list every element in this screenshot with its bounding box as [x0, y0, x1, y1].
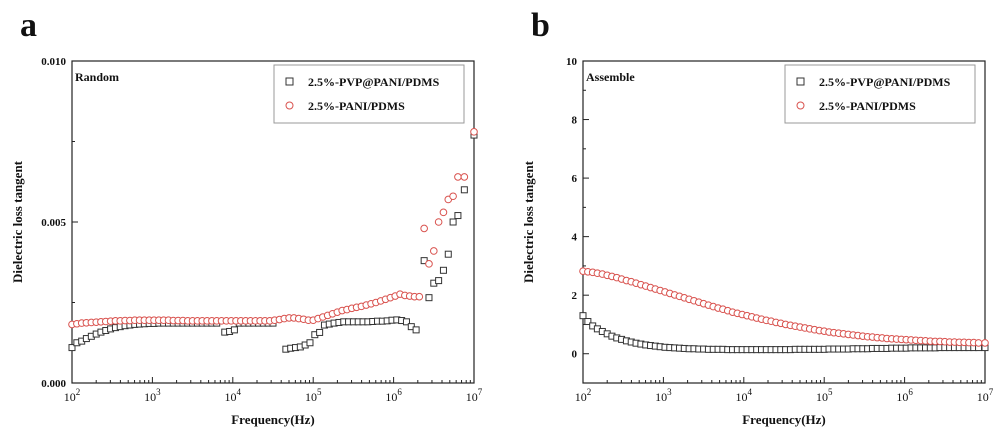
x-tick-label-exponent: 6	[397, 387, 402, 397]
x-tick-label-exponent: 2	[587, 387, 592, 397]
x-tick-label-base: 10	[736, 390, 748, 404]
x-tick-label: 102	[575, 387, 592, 404]
y-tick-label: 0	[572, 349, 578, 361]
series-0	[579, 312, 989, 354]
x-tick-label-exponent: 5	[317, 387, 322, 397]
x-tick-label: 107	[977, 387, 994, 404]
data-point-circle	[454, 173, 462, 181]
legend-label: 2.5%-PANI/PDMS	[819, 99, 916, 113]
data-point-square	[230, 326, 238, 334]
y-tick-label: 0.010	[41, 56, 66, 68]
y-axis-label: Dielectric loss tangent	[10, 160, 25, 283]
data-point-square	[306, 339, 314, 347]
legend-marker-square	[796, 77, 805, 86]
data-point-square	[435, 277, 443, 285]
y-tick-label: 2	[572, 290, 578, 302]
x-tick-label-base: 10	[655, 390, 667, 404]
x-tick-label: 105	[816, 387, 833, 404]
data-point-circle	[439, 208, 448, 217]
data-point-square	[316, 328, 324, 336]
x-tick-label: 105	[305, 387, 322, 404]
x-tick-label-base: 10	[385, 390, 397, 404]
data-point-circle	[470, 128, 478, 136]
legend-label: 2.5%-PVP@PANI/PDMS	[308, 75, 440, 89]
panel-letter: b	[531, 7, 550, 44]
data-point-square	[444, 250, 452, 258]
panel-letter: a	[20, 7, 37, 44]
x-tick-label-exponent: 4	[748, 387, 753, 397]
x-tick-label-exponent: 2	[76, 387, 81, 397]
x-tick-label-base: 10	[896, 390, 908, 404]
y-tick-label: 0.000	[41, 378, 66, 390]
x-tick-label: 106	[896, 387, 913, 404]
x-tick-label-exponent: 4	[237, 387, 242, 397]
y-tick-label: 6	[572, 173, 578, 185]
data-point-square	[439, 266, 447, 274]
data-point-circle	[415, 292, 424, 301]
x-tick-label: 106	[385, 387, 402, 404]
y-tick-label: 4	[572, 232, 578, 244]
x-tick-label-exponent: 3	[156, 387, 161, 397]
x-tick-label-exponent: 7	[478, 387, 483, 397]
x-tick-label-base: 10	[225, 390, 237, 404]
legend-label: 2.5%-PVP@PANI/PDMS	[819, 75, 951, 89]
x-tick-label-base: 10	[144, 390, 156, 404]
legend-marker-square	[285, 77, 294, 86]
y-tick-label: 8	[572, 115, 578, 127]
legend-marker-circle	[796, 101, 805, 110]
data-point-square	[584, 318, 592, 326]
data-point-square	[579, 312, 587, 320]
data-point-circle	[430, 247, 438, 255]
x-axis-label: Frequency(Hz)	[742, 412, 826, 427]
legend: 2.5%-PVP@PANI/PDMS 2.5%-PANI/PDMS	[273, 64, 465, 124]
data-point-circle	[449, 192, 457, 201]
x-tick-label-base: 10	[466, 390, 478, 404]
y-axis-label: Dielectric loss tangent	[521, 160, 536, 283]
data-point-square	[460, 186, 468, 194]
series-1	[68, 128, 478, 329]
data-point-circle	[974, 339, 983, 347]
x-tick-label: 103	[144, 387, 161, 404]
data-point-circle	[460, 173, 469, 181]
x-tick-label: 102	[64, 387, 81, 404]
data-point-circle	[434, 218, 443, 226]
y-tick-label: 0.005	[41, 217, 66, 229]
data-point-square	[454, 212, 462, 220]
y-tick-label: 10	[566, 56, 578, 68]
legend: 2.5%-PVP@PANI/PDMS 2.5%-PANI/PDMS	[784, 64, 976, 124]
legend-box	[273, 64, 465, 124]
x-tick-label: 107	[466, 387, 483, 404]
x-tick-label: 103	[655, 387, 672, 404]
plot-frame	[582, 60, 986, 384]
legend-box	[784, 64, 976, 124]
data-point-square	[412, 326, 420, 334]
x-tick-label-exponent: 3	[667, 387, 672, 397]
data-point-circle	[420, 224, 428, 233]
x-tick-label: 104	[225, 387, 242, 404]
x-tick-label-exponent: 7	[989, 387, 994, 397]
data-point-square	[68, 344, 76, 352]
x-tick-label-base: 10	[305, 390, 317, 404]
data-point-square	[449, 218, 457, 226]
x-tick-label-exponent: 5	[828, 387, 833, 397]
x-tick-label: 104	[736, 387, 753, 404]
legend-label: 2.5%-PANI/PDMS	[308, 99, 405, 113]
x-axis-label: Frequency(Hz)	[231, 412, 315, 427]
x-tick-label-exponent: 6	[908, 387, 913, 397]
x-tick-label-base: 10	[575, 390, 587, 404]
x-tick-label-base: 10	[816, 390, 828, 404]
data-point-square	[402, 318, 410, 326]
plot-title: Assemble	[586, 70, 635, 84]
series-1	[579, 267, 989, 347]
data-point-circle	[981, 339, 989, 347]
data-point-circle	[425, 260, 433, 268]
legend-marker-circle	[285, 101, 294, 110]
data-point-square	[425, 294, 433, 302]
plot-title: Random	[75, 70, 119, 84]
x-tick-label-base: 10	[64, 390, 76, 404]
x-tick-label-base: 10	[977, 390, 989, 404]
